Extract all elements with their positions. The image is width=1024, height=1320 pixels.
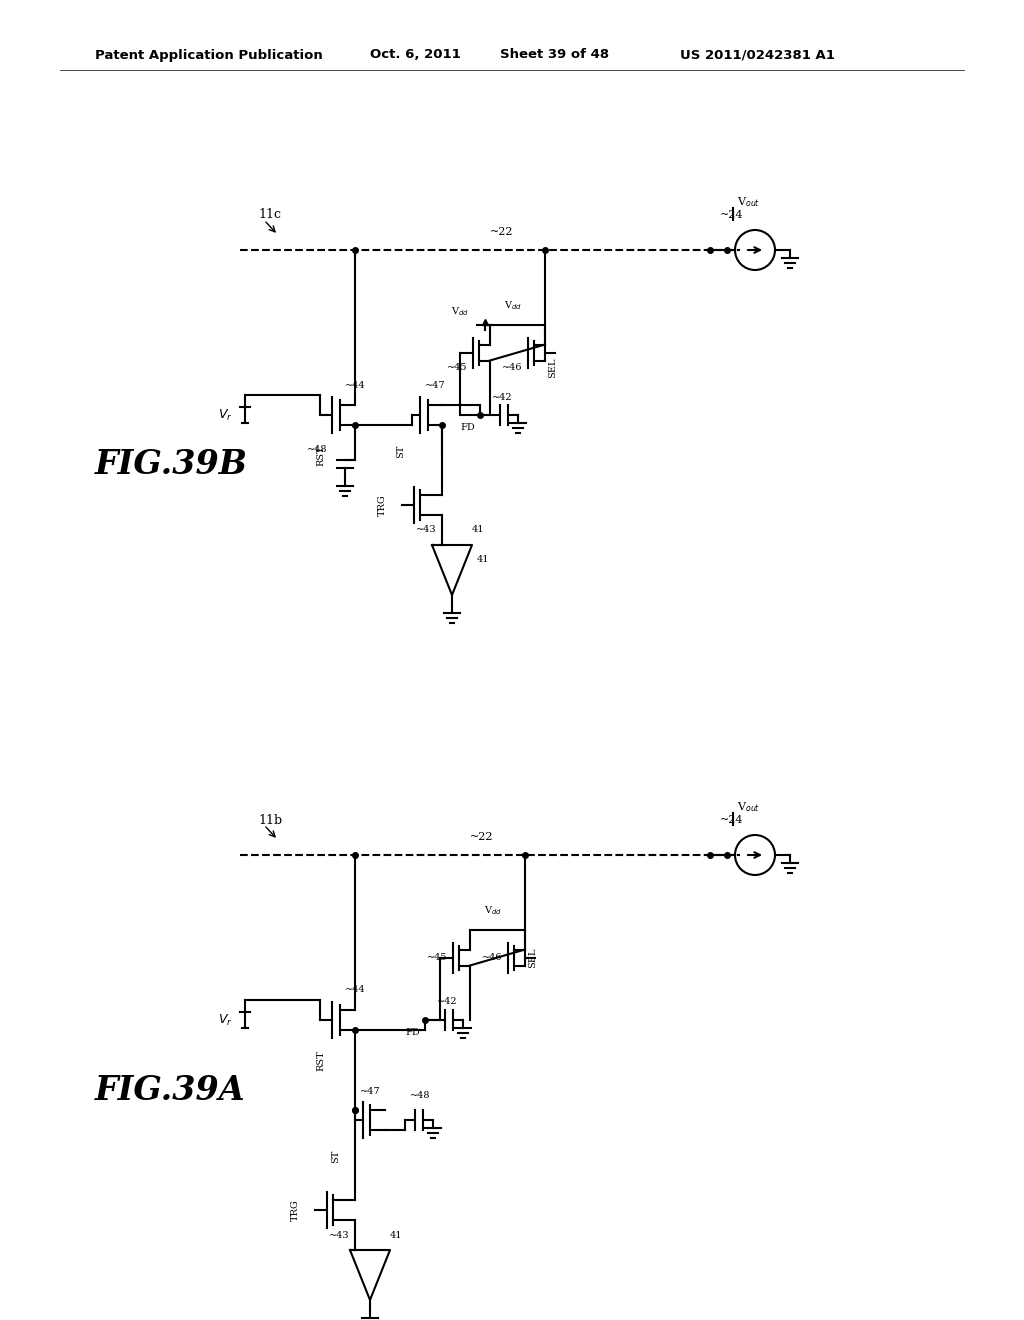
Text: Patent Application Publication: Patent Application Publication: [95, 49, 323, 62]
Text: ~43: ~43: [330, 1230, 350, 1239]
Text: ~45: ~45: [427, 953, 447, 962]
Text: RST: RST: [316, 445, 325, 466]
Text: RST: RST: [316, 1049, 325, 1071]
Text: $V_r$: $V_r$: [218, 408, 233, 422]
Text: FD: FD: [460, 422, 475, 432]
Text: ~48: ~48: [306, 446, 327, 454]
Text: V$_{dd}$: V$_{dd}$: [451, 305, 469, 318]
Text: ~22: ~22: [490, 227, 513, 238]
Text: Sheet 39 of 48: Sheet 39 of 48: [500, 49, 609, 62]
Text: ~48: ~48: [410, 1090, 430, 1100]
Text: SEL: SEL: [528, 948, 537, 968]
Text: 41: 41: [477, 556, 489, 565]
Text: ~46: ~46: [481, 953, 502, 962]
Text: FIG.39A: FIG.39A: [95, 1073, 246, 1106]
Text: 41: 41: [472, 525, 484, 535]
Text: ~24: ~24: [720, 210, 743, 220]
Text: ~46: ~46: [502, 363, 522, 372]
Text: TRG: TRG: [291, 1199, 300, 1221]
Text: FD: FD: [406, 1028, 420, 1038]
Text: 11b: 11b: [258, 813, 283, 826]
Text: ~22: ~22: [470, 832, 494, 842]
Text: V$_{dd}$: V$_{dd}$: [504, 300, 521, 312]
Text: V$_{out}$: V$_{out}$: [737, 800, 760, 814]
Text: ~47: ~47: [360, 1088, 381, 1097]
Text: US 2011/0242381 A1: US 2011/0242381 A1: [680, 49, 835, 62]
Text: ~45: ~45: [446, 363, 467, 372]
Text: ~42: ~42: [492, 392, 513, 401]
Text: 41: 41: [390, 1230, 402, 1239]
Text: TRG: TRG: [378, 494, 387, 516]
Text: ~24: ~24: [720, 814, 743, 825]
Text: Oct. 6, 2011: Oct. 6, 2011: [370, 49, 461, 62]
Text: FIG.39B: FIG.39B: [95, 449, 248, 482]
Text: 11c: 11c: [258, 209, 281, 222]
Text: ~44: ~44: [345, 380, 366, 389]
Text: ST: ST: [396, 445, 406, 458]
Text: ~47: ~47: [425, 380, 445, 389]
Text: ~43: ~43: [417, 525, 437, 535]
Text: ~42: ~42: [437, 998, 458, 1006]
Text: ~44: ~44: [345, 986, 366, 994]
Text: ST: ST: [331, 1150, 340, 1163]
Text: V$_{dd}$: V$_{dd}$: [483, 904, 502, 917]
Text: $V_r$: $V_r$: [218, 1012, 233, 1027]
Text: SEL: SEL: [548, 358, 557, 378]
Text: V$_{out}$: V$_{out}$: [737, 195, 760, 209]
